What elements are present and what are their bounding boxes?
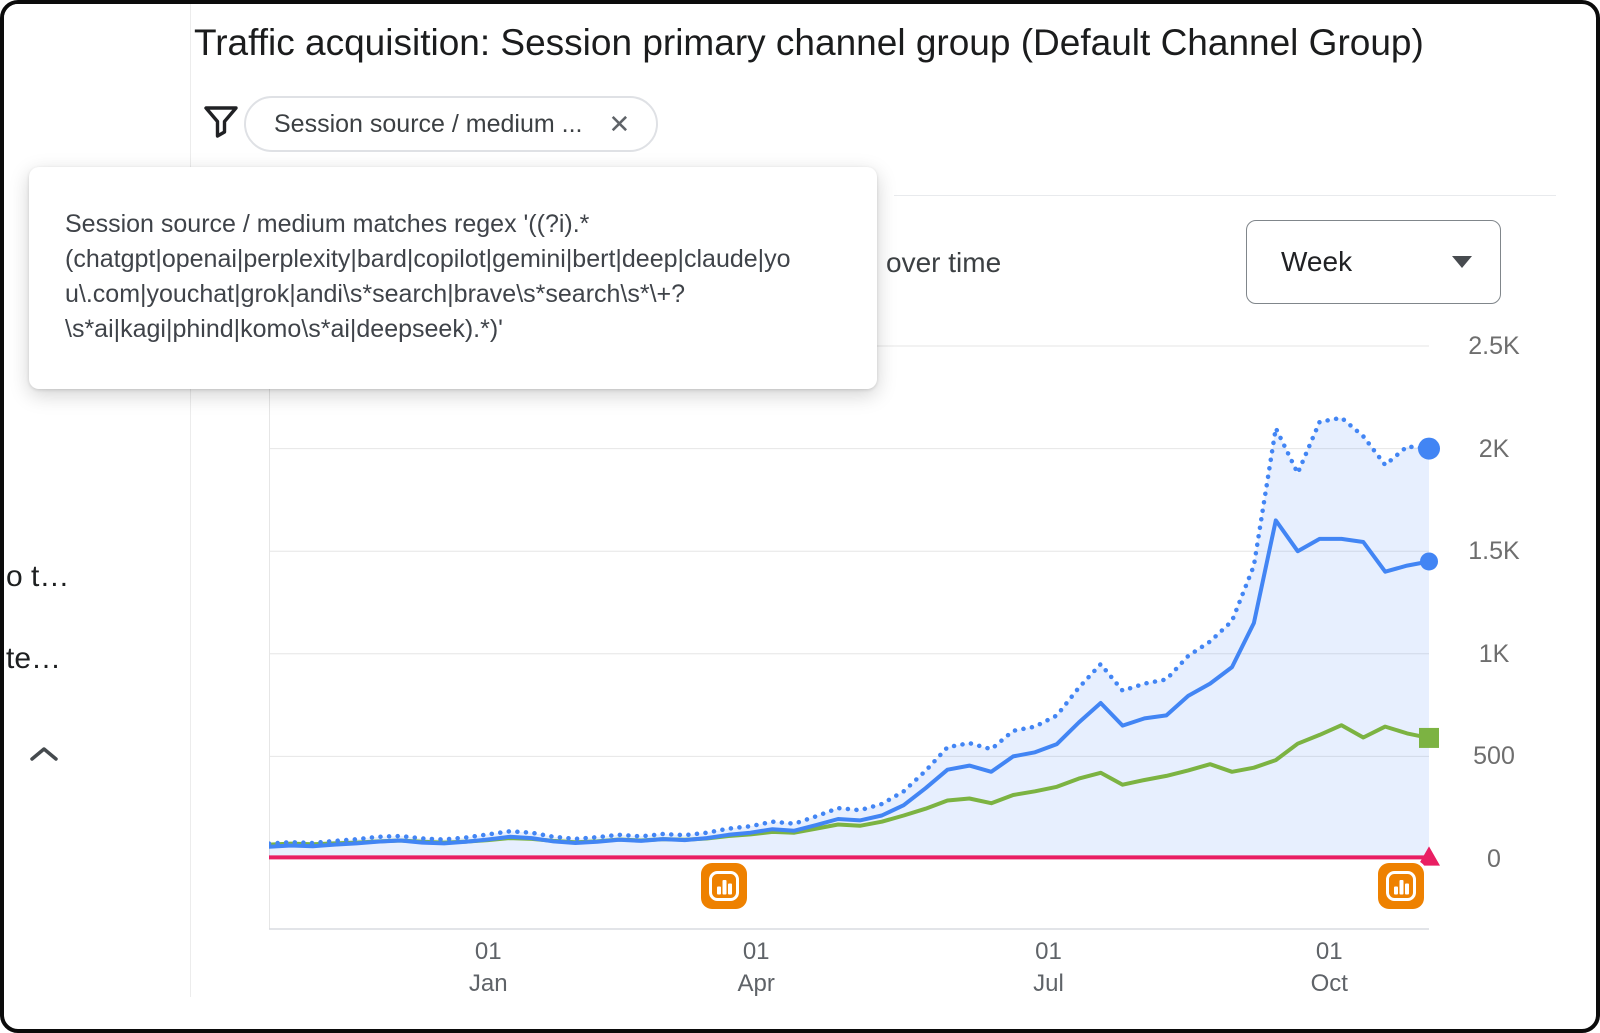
annotation-icon[interactable] xyxy=(700,863,747,909)
y-axis-label: 1K xyxy=(1478,639,1510,668)
sessions-chart xyxy=(269,345,1440,930)
x-axis-label: 01 Apr xyxy=(737,938,775,997)
collapse-chevron-up-icon[interactable] xyxy=(28,744,60,769)
y-axis-label: 0 xyxy=(1487,845,1501,873)
filter-funnel-icon xyxy=(202,103,240,144)
chart-section-title: over time xyxy=(886,247,1002,278)
y-axis-label: 500 xyxy=(1473,742,1515,771)
y-axis-label: 1.5K xyxy=(1468,537,1520,566)
x-axis-label: 01 Jul xyxy=(1033,938,1064,997)
sidebar-item-truncated-1[interactable]: o t… xyxy=(6,560,70,593)
filter-chip-close-icon[interactable]: ✕ xyxy=(608,109,631,139)
chevron-down-icon xyxy=(1452,256,1472,268)
left-sidebar: o t… te… xyxy=(4,4,191,997)
card-divider xyxy=(894,195,1556,196)
granularity-dropdown-value: Week xyxy=(1281,246,1353,277)
filter-regex-tooltip: Session source / medium matches regex '(… xyxy=(29,167,877,389)
annotation-icon[interactable] xyxy=(1378,863,1425,909)
x-axis-label: 01 Oct xyxy=(1310,938,1348,997)
filter-chip[interactable]: Session source / medium ... ✕ xyxy=(244,96,659,152)
granularity-dropdown[interactable]: Week xyxy=(1246,220,1501,304)
y-axis-label: 2.5K xyxy=(1468,332,1520,360)
y-axis-label: 2K xyxy=(1478,434,1510,463)
report-title: Traffic acquisition: Session primary cha… xyxy=(194,22,1424,63)
filter-chip-label: Session source / medium ... xyxy=(274,109,583,138)
x-axis-label: 01 Jan xyxy=(468,938,508,997)
sidebar-item-truncated-2[interactable]: te… xyxy=(6,642,62,675)
